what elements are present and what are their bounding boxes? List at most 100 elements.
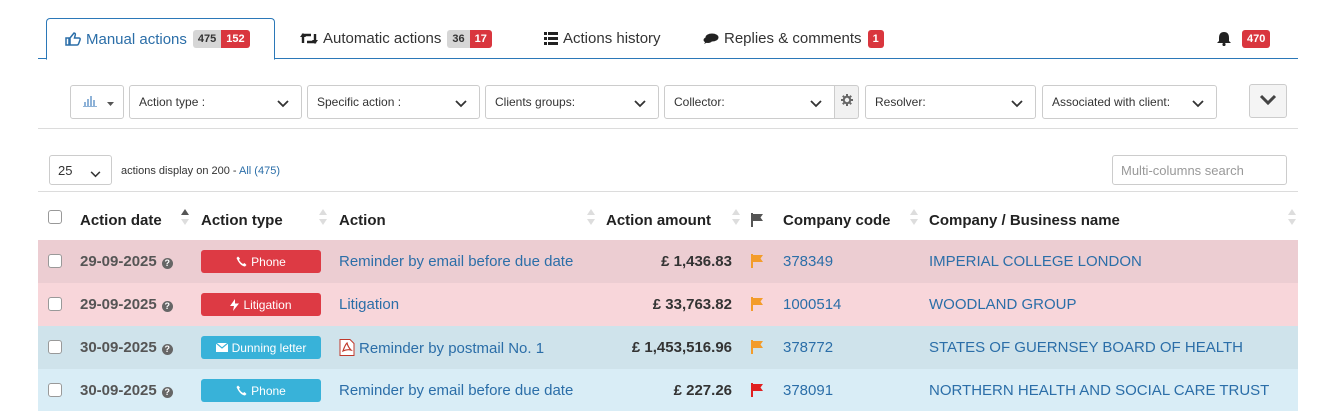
- action-date: 30-09-2025?: [80, 339, 173, 356]
- column-company-name[interactable]: Company / Business name: [929, 212, 1120, 229]
- chevron-down-icon: [455, 97, 467, 111]
- select-all-checkbox[interactable]: [48, 210, 62, 224]
- clients-groups-filter[interactable]: Clients groups:: [485, 85, 659, 119]
- question-icon[interactable]: ?: [161, 301, 173, 312]
- actions-table: Action date Action type Action Action am…: [38, 199, 1298, 411]
- tab-automatic-actions[interactable]: Automatic actions 36 17: [300, 18, 492, 59]
- company-name-link[interactable]: NORTHERN HEALTH AND SOCIAL CARE TRUST: [929, 382, 1270, 399]
- question-icon[interactable]: ?: [161, 258, 173, 269]
- action-type-badge[interactable]: Phone: [201, 379, 321, 402]
- per-page-select[interactable]: 25: [49, 155, 112, 185]
- notifications-button[interactable]: 470: [1217, 18, 1271, 59]
- filter-label: Clients groups:: [495, 95, 576, 109]
- alert-badge: 17: [469, 29, 492, 48]
- sort-icon[interactable]: [732, 208, 740, 226]
- action-amount: £ 33,763.82: [652, 296, 732, 313]
- table-row[interactable]: 29-09-2025? Litigation Litigation £ 33,7…: [38, 283, 1298, 326]
- column-company-code[interactable]: Company code: [783, 212, 891, 229]
- gear-icon: [840, 93, 853, 111]
- action-type-badge[interactable]: Litigation: [201, 293, 321, 316]
- date-value: 30-09-2025: [80, 339, 157, 356]
- alert-badge: 1: [867, 29, 884, 48]
- company-code-link[interactable]: 378772: [783, 339, 834, 356]
- column-action-amount[interactable]: Action amount: [606, 212, 711, 229]
- company-name-link[interactable]: IMPERIAL COLLEGE LONDON: [929, 253, 1142, 270]
- bolt-icon: [230, 298, 240, 311]
- comments-icon: [703, 33, 719, 45]
- table-row[interactable]: 30-09-2025? Phone Reminder by email befo…: [38, 369, 1298, 411]
- tab-bar: Manual actions 475 152 Automatic actions …: [38, 18, 1298, 60]
- envelope-icon: [215, 343, 228, 352]
- tab-replies-comments[interactable]: Replies & comments 1: [703, 18, 884, 59]
- tab-manual-actions[interactable]: Manual actions 475 152: [46, 18, 275, 60]
- action-link[interactable]: Reminder by email before due date: [339, 382, 574, 399]
- row-checkbox[interactable]: [48, 297, 62, 311]
- sort-asc-icon[interactable]: [181, 208, 189, 226]
- company-name-link[interactable]: WOODLAND GROUP: [929, 296, 1077, 313]
- list-icon: [544, 32, 558, 45]
- row-checkbox[interactable]: [48, 383, 62, 397]
- sort-icon[interactable]: [587, 208, 595, 226]
- column-action[interactable]: Action: [339, 212, 386, 229]
- company-code-link[interactable]: 1000514: [783, 296, 842, 313]
- caret-down-icon: [107, 95, 114, 109]
- table-row[interactable]: 30-09-2025? Dunning letter Reminder by p…: [38, 326, 1298, 369]
- associated-client-filter[interactable]: Associated with client:: [1042, 85, 1217, 119]
- table-row[interactable]: 29-09-2025? Phone Reminder by email befo…: [38, 240, 1298, 283]
- sort-icon[interactable]: [910, 208, 918, 226]
- collector-settings-button[interactable]: [835, 85, 859, 119]
- action-link[interactable]: Reminder by postmail No. 1: [339, 339, 544, 357]
- filter-label: Specific action :: [317, 95, 402, 109]
- type-label: Litigation: [243, 297, 292, 312]
- question-icon[interactable]: ?: [161, 387, 173, 398]
- company-code-link[interactable]: 378091: [783, 382, 834, 399]
- action-date: 29-09-2025?: [80, 296, 173, 313]
- notification-badge: 470: [1242, 29, 1271, 48]
- tab-label: Actions history: [563, 30, 661, 47]
- company-name-link[interactable]: STATES OF GUERNSEY BOARD OF HEALTH: [929, 339, 1243, 356]
- question-icon[interactable]: ?: [161, 344, 173, 355]
- orange-flag-icon[interactable]: [751, 297, 764, 315]
- action-type-badge[interactable]: Phone: [201, 250, 321, 273]
- filter-label: Collector:: [674, 95, 725, 109]
- column-action-type[interactable]: Action type: [201, 212, 283, 229]
- sort-icon[interactable]: [319, 208, 327, 226]
- orange-flag-icon[interactable]: [751, 340, 764, 358]
- bar-chart-icon: [83, 95, 97, 110]
- specific-action-filter[interactable]: Specific action :: [307, 85, 480, 119]
- table-header: Action date Action type Action Action am…: [38, 199, 1298, 240]
- action-date: 29-09-2025?: [80, 253, 173, 270]
- action-amount: £ 1,436.83: [661, 253, 732, 270]
- action-link[interactable]: Litigation: [339, 296, 400, 313]
- flag-column-icon[interactable]: [751, 213, 764, 231]
- page-info-text: actions display on 200 -: [121, 165, 240, 177]
- phone-icon: [236, 256, 247, 267]
- action-type-badge[interactable]: Dunning letter: [201, 336, 321, 359]
- resolver-filter[interactable]: Resolver:: [865, 85, 1036, 119]
- expand-filters-button[interactable]: [1249, 84, 1287, 118]
- column-action-date[interactable]: Action date: [80, 212, 162, 229]
- date-value: 29-09-2025: [80, 253, 157, 270]
- chevron-down-icon: [1011, 97, 1023, 111]
- row-checkbox[interactable]: [48, 340, 62, 354]
- filter-label: Action type :: [139, 95, 206, 109]
- tab-actions-history[interactable]: Actions history: [544, 18, 661, 59]
- action-type-filter[interactable]: Action type :: [129, 85, 302, 119]
- multi-column-search-input[interactable]: [1112, 155, 1287, 185]
- type-label: Dunning letter: [231, 340, 307, 355]
- chart-dropdown[interactable]: [70, 85, 124, 119]
- collector-filter[interactable]: Collector:: [664, 85, 835, 119]
- per-page-value: 25: [58, 162, 73, 178]
- phone-icon: [236, 385, 247, 396]
- show-all-link[interactable]: All (475): [239, 165, 280, 177]
- action-amount: £ 1,453,516.96: [631, 339, 732, 356]
- chevron-down-icon: [1192, 97, 1204, 111]
- sort-icon[interactable]: [1288, 208, 1296, 226]
- bell-icon: [1217, 31, 1231, 46]
- red-flag-icon[interactable]: [751, 383, 764, 401]
- row-checkbox[interactable]: [48, 254, 62, 268]
- action-amount: £ 227.26: [673, 382, 732, 399]
- orange-flag-icon[interactable]: [751, 254, 764, 272]
- company-code-link[interactable]: 378349: [783, 253, 834, 270]
- action-link[interactable]: Reminder by email before due date: [339, 253, 574, 270]
